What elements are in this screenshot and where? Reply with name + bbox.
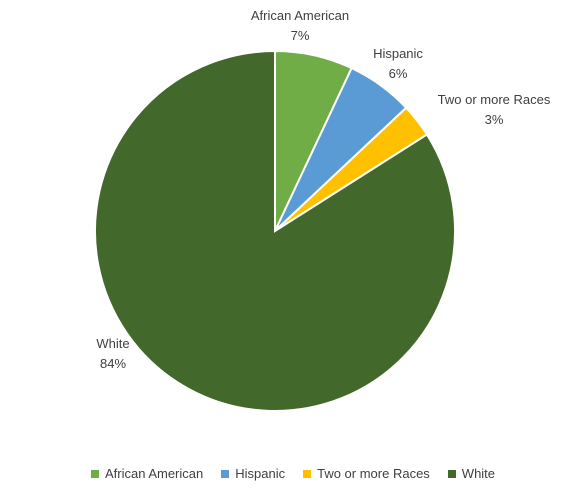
legend-label: Two or more Races	[317, 466, 430, 481]
data-label-category: African American	[251, 8, 349, 23]
data-label-category: Two or more Races	[438, 92, 551, 107]
legend-item: White	[447, 466, 496, 481]
pie-svg: African American 7% Hispanic 6% Two or more …	[94, 8, 551, 412]
legend-label: White	[461, 466, 496, 481]
data-label-value: 3%	[485, 112, 504, 127]
legend-item: African American	[90, 466, 204, 481]
legend-label: Hispanic	[235, 466, 286, 481]
legend-item: Two or more Races	[303, 466, 430, 481]
data-label-category: Hispanic	[373, 46, 423, 61]
legend-item: Hispanic	[221, 466, 285, 481]
data-label-category: White	[96, 336, 129, 351]
legend-swatch	[90, 469, 99, 478]
data-label-value: 6%	[389, 66, 408, 81]
data-label-value: 84%	[100, 356, 126, 371]
legend-label: African American	[104, 466, 204, 481]
data-label-value: 7%	[291, 28, 310, 43]
legend-swatch	[303, 469, 312, 478]
legend-swatch	[447, 469, 456, 478]
legend-swatch	[221, 469, 230, 478]
pie-slice-white	[94, 49, 456, 412]
legend: African American Hispanic Two or more Race…	[0, 466, 586, 481]
